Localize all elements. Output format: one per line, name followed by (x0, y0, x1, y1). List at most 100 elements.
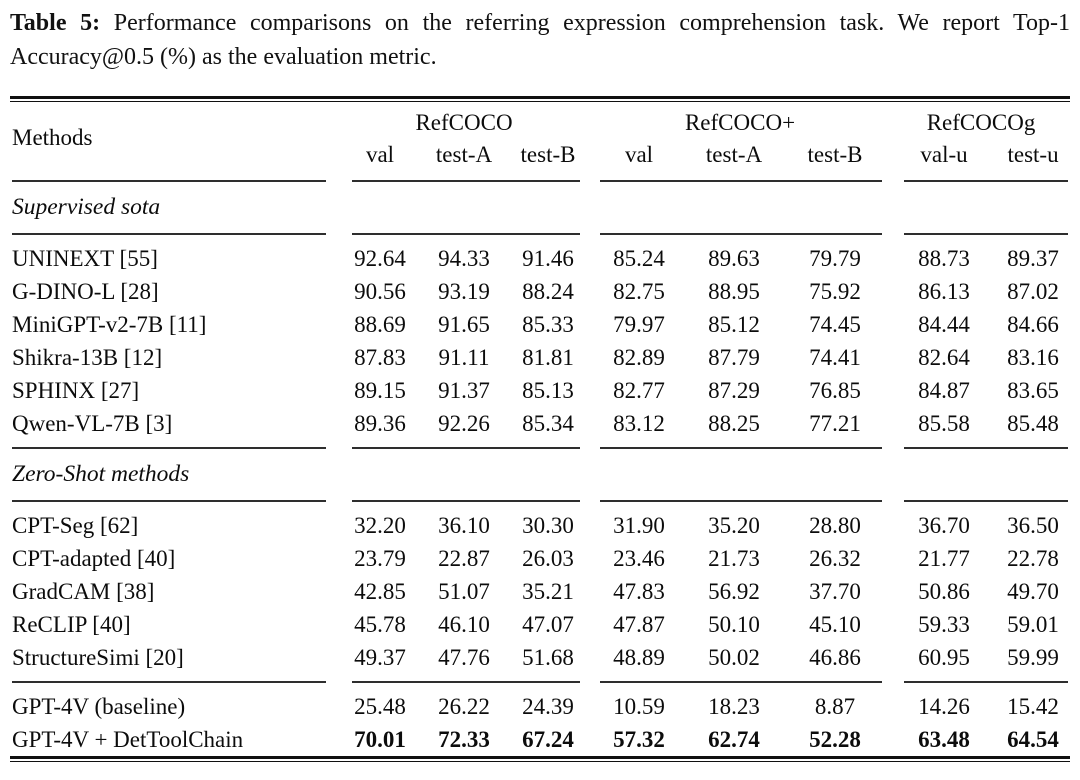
value-cell: 76.85 (809, 377, 861, 403)
rule-line (904, 681, 1069, 683)
value-cell: 56.92 (708, 578, 760, 604)
value-cell: 88.69 (354, 311, 406, 337)
value-cell: 84.44 (918, 311, 970, 337)
value-cell: 67.24 (522, 726, 574, 752)
value-cell: 72.33 (438, 726, 490, 752)
value-cell: 84.66 (1007, 311, 1059, 337)
method-name-cell: Shikra-13B [12] (12, 344, 163, 370)
value-cell: 50.86 (918, 578, 970, 604)
value-cell: 46.86 (809, 644, 861, 670)
caption-text: Performance comparisons on the referring… (10, 10, 1071, 70)
col-header-refcocoplus-test-b: test-B (807, 142, 863, 167)
value-cell: 14.26 (918, 693, 970, 719)
value-cell: 83.65 (1007, 377, 1059, 403)
value-cell: 88.24 (522, 278, 574, 304)
col-header-refcocoplus-val: val (624, 142, 654, 167)
value-cell: 60.95 (918, 644, 970, 670)
value-cell: 94.33 (438, 245, 490, 271)
value-cell: 18.23 (708, 693, 760, 719)
table-row: StructureSimi [20] 49.37 47.76 51.68 48.89 50… (10, 641, 1070, 674)
value-cell: 79.79 (809, 245, 861, 271)
value-cell: 59.01 (1007, 611, 1059, 637)
rule-line (352, 447, 580, 449)
rule-line (600, 233, 883, 235)
table-row: GPT-4V (baseline) 25.48 26.22 24.39 10.59 18.… (10, 690, 1070, 723)
partial-rule-cell (340, 440, 588, 456)
value-cell: 83.16 (1007, 344, 1059, 370)
partial-rule-cell (340, 226, 588, 242)
value-cell: 85.13 (522, 377, 574, 403)
method-name-cell: CPT-adapted [40] (12, 545, 176, 571)
value-cell: 24.39 (522, 693, 574, 719)
value-cell: 64.54 (1007, 726, 1059, 752)
value-cell: 26.03 (522, 545, 574, 571)
value-cell: 88.95 (708, 278, 760, 304)
value-cell: 91.65 (438, 311, 490, 337)
method-name-cell: UNINEXT [55] (12, 245, 158, 271)
method-name-cell: MiniGPT-v2-7B [11] (12, 311, 207, 337)
partial-rule-cell (10, 674, 340, 690)
subcolumn-header-row: val test-A test-B val test-A test-B val-… (10, 139, 1070, 173)
value-cell: 89.15 (354, 377, 406, 403)
value-cell: 75.92 (809, 278, 861, 304)
method-name-cell: G-DINO-L [28] (12, 278, 159, 304)
partial-rule-cell (10, 493, 340, 509)
value-cell: 47.87 (613, 611, 665, 637)
value-cell: 32.20 (354, 512, 406, 538)
value-cell: 23.46 (613, 545, 665, 571)
value-cell: 91.11 (438, 344, 490, 370)
value-cell: 91.37 (438, 377, 490, 403)
value-cell: 25.48 (354, 693, 406, 719)
value-cell: 8.87 (814, 693, 856, 719)
value-cell: 37.70 (809, 578, 861, 604)
partial-rule-cell (340, 674, 588, 690)
rule-line (904, 180, 1069, 182)
value-cell: 79.97 (613, 311, 665, 337)
rule-line (352, 500, 580, 502)
value-cell: 87.29 (708, 377, 760, 403)
value-cell: 52.28 (809, 726, 861, 752)
table-top-rule (10, 96, 1070, 102)
partial-rule-cell (892, 173, 1070, 189)
value-cell: 57.32 (613, 726, 665, 752)
value-cell: 26.22 (438, 693, 490, 719)
value-cell: 85.48 (1007, 410, 1059, 436)
method-name-cell: CPT-Seg [62] (12, 512, 139, 538)
value-cell: 46.10 (438, 611, 490, 637)
partial-rule-row (10, 226, 1070, 242)
value-cell: 59.99 (1007, 644, 1059, 670)
col-header-refcoco-test-a: test-A (435, 142, 493, 167)
rule-line (12, 681, 326, 683)
value-cell: 47.83 (613, 578, 665, 604)
group-header-refcocog: RefCOCOg (926, 110, 1036, 135)
value-cell: 89.37 (1007, 245, 1059, 271)
value-cell: 45.10 (809, 611, 861, 637)
partial-rule-cell (588, 173, 892, 189)
section-title-row: Supervised sota (10, 189, 1070, 226)
value-cell: 47.76 (438, 644, 490, 670)
value-cell: 23.79 (354, 545, 406, 571)
rule-line (600, 500, 883, 502)
value-cell: 85.12 (708, 311, 760, 337)
value-cell: 36.50 (1007, 512, 1059, 538)
partial-rule-cell (588, 493, 892, 509)
rule-line (600, 447, 883, 449)
methods-column-header: Methods (12, 124, 93, 150)
value-cell: 92.64 (354, 245, 406, 271)
partial-rule-cell (588, 674, 892, 690)
value-cell: 22.78 (1007, 545, 1059, 571)
value-cell: 89.36 (354, 410, 406, 436)
value-cell: 85.34 (522, 410, 574, 436)
method-name-cell: ReCLIP [40] (12, 611, 131, 637)
table-row: Shikra-13B [12] 87.83 91.11 81.81 82.89 87.79… (10, 341, 1070, 374)
table-row: MiniGPT-v2-7B [11] 88.69 91.65 85.33 79.97 85… (10, 308, 1070, 341)
table-header: Methods RefCOCO RefCOCO+ RefCOCOg val te… (10, 102, 1070, 173)
partial-rule-cell (588, 440, 892, 456)
table-row: G-DINO-L [28] 90.56 93.19 88.24 82.75 88.95 75… (10, 275, 1070, 308)
value-cell: 49.70 (1007, 578, 1059, 604)
value-cell: 82.64 (918, 344, 970, 370)
method-name-cell: GradCAM [38] (12, 578, 155, 604)
table-bottom-rule (10, 756, 1070, 762)
group-header-refcoco-plus: RefCOCO+ (684, 110, 796, 135)
partial-rule-cell (340, 493, 588, 509)
